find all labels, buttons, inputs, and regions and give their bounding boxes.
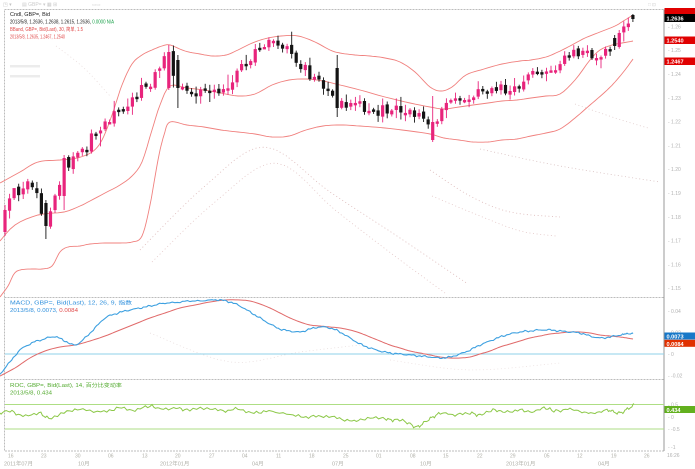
svg-text:1.2636: 1.2636 (667, 17, 684, 23)
svg-text:2013/5/8, 1.2635, 1.2467, 1.25: 2013/5/8, 1.2635, 1.2467, 1.2540 (10, 35, 65, 41)
svg-text:- 1.26: - 1.26 (668, 24, 681, 30)
svg-text:◳ ▾: ◳ ▾ (3, 2, 12, 8)
svg-text:05: 05 (544, 454, 550, 460)
svg-text:19: 19 (611, 454, 617, 460)
svg-text:MACD, GBP=, Bid(Last), 12, 26,: MACD, GBP=, Bid(Last), 12, 26, 9, 指数 (10, 300, 132, 307)
svg-text:0.0073: 0.0073 (667, 335, 684, 341)
svg-text:2013/5/8, 0.0073, 0.0084: 2013/5/8, 0.0073, 0.0084 (10, 308, 78, 314)
svg-text:- 1.25: - 1.25 (668, 48, 681, 54)
svg-text:1.2467: 1.2467 (667, 60, 684, 66)
svg-text:▤ GBP= ▾ ▦ ⊞: ▤ GBP= ▾ ▦ ⊞ (22, 2, 57, 8)
svg-text:- 0: - 0 (668, 352, 674, 358)
svg-text:0.434: 0.434 (667, 408, 682, 414)
svg-text:11: 11 (276, 454, 281, 460)
svg-text:22: 22 (477, 454, 483, 460)
svg-text:12: 12 (577, 454, 583, 460)
svg-text:- 1.18: - 1.18 (668, 215, 681, 221)
svg-text:ROC, GBP=, Bid(Last), 14, 百分比变: ROC, GBP=, Bid(Last), 14, 百分比变动率 (10, 382, 122, 389)
svg-text:18: 18 (309, 454, 315, 460)
svg-text:- 0.04: - 0.04 (668, 309, 681, 315)
svg-text:20: 20 (175, 454, 181, 460)
svg-text:BBand, GBP=, Bid(Last), 30, 简单: BBand, GBP=, Bid(Last), 30, 简单, 1.5 (10, 26, 83, 33)
svg-text:2012年01月: 2012年01月 (160, 460, 189, 468)
svg-text:Cndl, GBP=, Bid: Cndl, GBP=, Bid (10, 12, 50, 18)
svg-text:- 0.5: - 0.5 (668, 402, 678, 408)
svg-text:06: 06 (108, 454, 114, 460)
svg-text:- 1.20: - 1.20 (668, 167, 681, 173)
svg-text:- 1.24: - 1.24 (668, 72, 681, 78)
svg-text:2011年07月: 2011年07月 (4, 460, 33, 468)
svg-text:2013年01月: 2013年01月 (506, 460, 535, 468)
svg-text:- 1.21: - 1.21 (668, 143, 681, 149)
svg-text:- -0.02: - -0.02 (668, 373, 683, 379)
svg-text:- 0: - 0 (668, 415, 674, 421)
svg-text:- -0.5: - -0.5 (668, 427, 680, 433)
svg-text:30: 30 (75, 454, 81, 460)
svg-text:25: 25 (343, 454, 349, 460)
svg-text:- 1.16: - 1.16 (668, 262, 681, 268)
svg-text:- 1.17: - 1.17 (668, 239, 681, 245)
svg-text:0.0084: 0.0084 (667, 342, 685, 348)
svg-text:▭▭: ▭▭ (92, 2, 101, 7)
svg-text:2013/5/8, 0.434: 2013/5/8, 0.434 (10, 391, 52, 397)
svg-text:04: 04 (242, 454, 248, 460)
svg-text:08: 08 (410, 454, 416, 460)
svg-text:- 1.22: - 1.22 (668, 120, 681, 126)
svg-text:10月: 10月 (78, 461, 90, 468)
svg-text:16: 16 (8, 454, 14, 460)
svg-text:13: 13 (142, 454, 148, 460)
svg-text:04月: 04月 (252, 461, 264, 468)
svg-text:- -1: - -1 (668, 445, 676, 451)
svg-text:1.2540: 1.2540 (667, 39, 684, 45)
svg-text:- 1.19: - 1.19 (668, 191, 681, 197)
svg-text:23: 23 (41, 454, 47, 460)
svg-text:- 1.15: - 1.15 (668, 286, 681, 292)
svg-text:- 1.23: - 1.23 (668, 96, 681, 102)
svg-text:16:26: 16:26 (667, 453, 680, 459)
svg-text:07月: 07月 (332, 461, 344, 468)
svg-text:29: 29 (510, 454, 516, 460)
svg-text:10月: 10月 (420, 461, 432, 468)
svg-text:15: 15 (443, 454, 449, 460)
svg-text:□ ⊡: □ ⊡ (648, 2, 656, 7)
svg-text:2013/5/8, 1.2636, 1.2638, 1.26: 2013/5/8, 1.2636, 1.2638, 1.2615, 1.2636… (10, 20, 115, 26)
svg-text:27: 27 (209, 454, 215, 460)
svg-text:04月: 04月 (598, 461, 610, 468)
svg-text:26: 26 (644, 454, 650, 460)
svg-text:01: 01 (376, 454, 382, 460)
